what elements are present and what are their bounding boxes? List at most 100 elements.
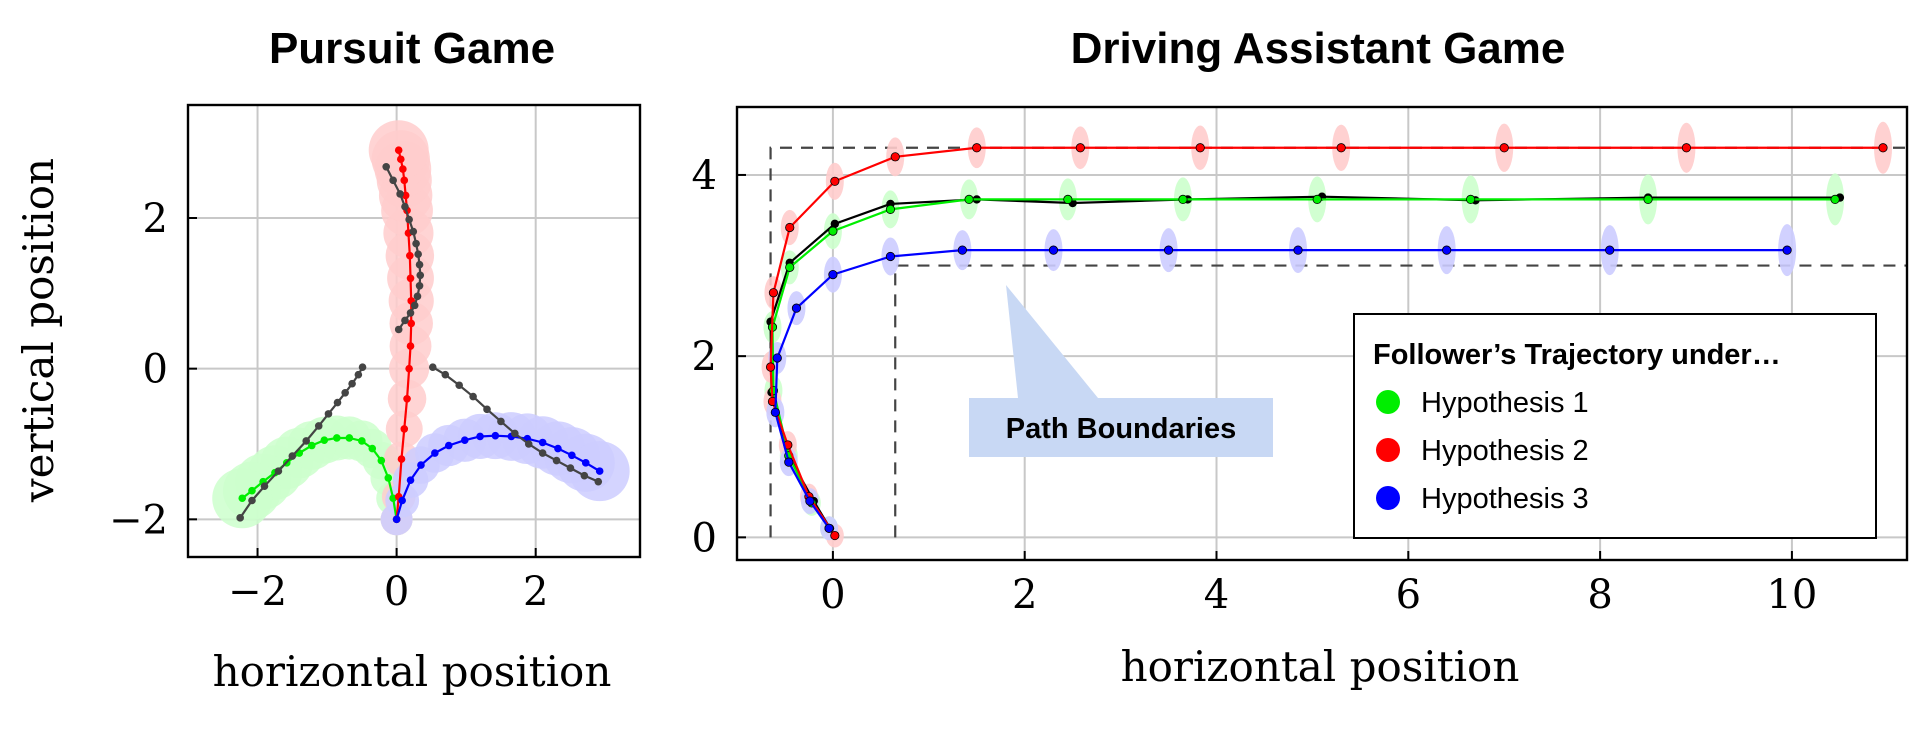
data-point: [333, 398, 342, 407]
data-point: [341, 388, 349, 397]
data-point: [594, 477, 603, 486]
data-point: [455, 381, 464, 390]
data-point: [1466, 194, 1476, 205]
data-point: [416, 271, 425, 280]
data-point: [554, 444, 562, 453]
data-point: [1293, 245, 1303, 255]
data-point: [568, 451, 576, 460]
data-point: [1499, 143, 1509, 153]
data-point: [1830, 194, 1840, 205]
data-point: [1312, 194, 1322, 205]
data-point: [415, 260, 424, 269]
data-point: [406, 274, 415, 283]
data-point: [348, 379, 356, 388]
y-tick-label: 4: [692, 153, 717, 199]
data-point: [476, 432, 484, 441]
x-tick-label: 2: [1012, 572, 1037, 618]
data-point: [552, 456, 561, 465]
x-tick-label: −2: [228, 569, 287, 615]
legend-label: Hypothesis 1: [1421, 387, 1589, 419]
data-point: [524, 440, 533, 448]
data-point: [358, 437, 366, 445]
data-point: [410, 301, 419, 310]
data-point: [394, 325, 403, 334]
plot-frame: [186, 103, 642, 559]
data-point: [890, 152, 900, 162]
data-point: [483, 405, 491, 414]
data-point: [406, 251, 414, 260]
pursuit-game-ylabel: vertical position: [14, 158, 63, 503]
data-point: [428, 363, 437, 371]
pursuit-game-xlabel: horizontal position: [213, 647, 612, 696]
data-point: [415, 282, 424, 290]
data-point: [414, 250, 422, 258]
data-point: [538, 449, 547, 457]
driving-game-panel: Driving Assistant Game horizontal positi…: [692, 24, 1909, 691]
annotation-pointer: [1006, 285, 1098, 398]
data-point: [354, 370, 363, 379]
data-point: [307, 441, 316, 450]
data-point: [248, 486, 256, 495]
data-point: [469, 392, 477, 401]
data-point: [407, 319, 416, 328]
data-point: [368, 444, 377, 453]
pursuit-game-title: Pursuit Game: [269, 24, 555, 73]
data-point: [828, 226, 838, 236]
data-point: [409, 227, 418, 236]
data-point: [405, 364, 413, 373]
x-tick-label: 2: [523, 569, 548, 615]
data-point: [333, 434, 341, 442]
data-point: [389, 176, 397, 185]
data-point: [1878, 143, 1888, 153]
data-point: [345, 434, 354, 442]
legend: Follower’s Trajectory under… Hypothesis 1…: [1353, 313, 1877, 539]
data-point: [830, 176, 840, 186]
path-boundary-lower: [894, 264, 1907, 538]
data-point: [288, 452, 297, 460]
data-point: [403, 395, 411, 403]
data-point: [320, 436, 329, 445]
data-point: [441, 370, 450, 379]
data-point: [1336, 143, 1346, 153]
plot-area: [212, 120, 630, 536]
data-point: [238, 494, 247, 503]
data-point: [398, 496, 406, 505]
y-tick-label: 2: [143, 196, 168, 242]
data-point: [1605, 245, 1615, 255]
data-point: [830, 530, 840, 541]
y-tick-label: 2: [692, 334, 717, 380]
data-point: [885, 204, 896, 214]
data-point: [384, 474, 393, 482]
data-point: [405, 215, 413, 224]
data-point: [785, 222, 795, 233]
data-point: [397, 455, 406, 463]
annotation-box: [969, 398, 1273, 457]
series-line: [395, 434, 601, 520]
legend-box: [1353, 313, 1877, 539]
data-point: [406, 342, 415, 350]
data-point: [406, 309, 415, 317]
data-point: [964, 194, 974, 205]
data-point: [885, 251, 896, 262]
data-point: [401, 316, 409, 325]
data-point: [1163, 245, 1174, 255]
data-point: [358, 363, 367, 371]
y-tick-label: −2: [109, 497, 168, 543]
data-point: [957, 245, 967, 255]
data-point: [785, 262, 795, 272]
data-point: [830, 219, 840, 229]
data-point: [382, 162, 390, 171]
series-line: [385, 166, 422, 331]
data-point: [828, 270, 838, 280]
annotation-label: Path Boundaries: [1006, 413, 1236, 445]
data-point: [768, 288, 779, 298]
x-tick-label: 0: [820, 572, 845, 618]
x-tick-label: 4: [1204, 572, 1229, 618]
data-point: [1178, 194, 1188, 205]
legend-label: Hypothesis 2: [1421, 435, 1589, 467]
data-point: [412, 239, 420, 248]
data-point: [791, 303, 802, 313]
data-point: [972, 143, 982, 153]
driving-game-title: Driving Assistant Game: [1071, 24, 1566, 73]
